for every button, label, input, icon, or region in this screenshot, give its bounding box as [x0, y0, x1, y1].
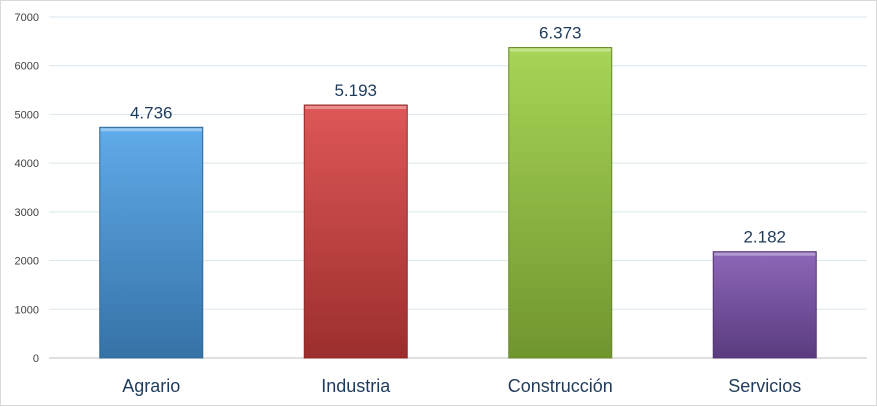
bar-highlight — [714, 252, 816, 256]
data-label: 2.182 — [743, 228, 786, 247]
bar-servicios — [712, 251, 817, 359]
y-tick-label: 0 — [33, 353, 39, 365]
data-labels: 4.736 5.193 6.373 2.182 — [130, 24, 786, 247]
y-tick-label: 1000 — [15, 304, 39, 316]
data-label: 5.193 — [334, 81, 377, 100]
bar-construcción — [508, 47, 613, 359]
x-category-label: Agrario — [122, 376, 180, 396]
y-tick-label: 6000 — [15, 61, 39, 73]
bar-highlight — [305, 106, 407, 110]
x-category-label: Industria — [321, 376, 391, 396]
y-tick-label: 2000 — [15, 256, 39, 268]
bar-highlight — [509, 48, 611, 52]
bar-industria — [303, 104, 408, 359]
y-tick-label: 3000 — [15, 207, 39, 219]
y-tick-label: 5000 — [15, 109, 39, 121]
x-category-label: Servicios — [728, 376, 801, 396]
data-label: 4.736 — [130, 103, 173, 122]
x-category-label: Construcción — [508, 376, 613, 396]
bar-highlight — [100, 128, 202, 132]
bars — [99, 47, 817, 359]
bar-agrario — [99, 126, 204, 359]
x-axis: Agrario Industria Construcción Servicios — [122, 376, 801, 396]
data-label: 6.373 — [539, 24, 582, 43]
y-tick-label: 7000 — [15, 12, 39, 24]
y-tick-label: 4000 — [15, 158, 39, 170]
y-axis: 0 1000 2000 3000 4000 5000 6000 7000 — [15, 12, 39, 365]
